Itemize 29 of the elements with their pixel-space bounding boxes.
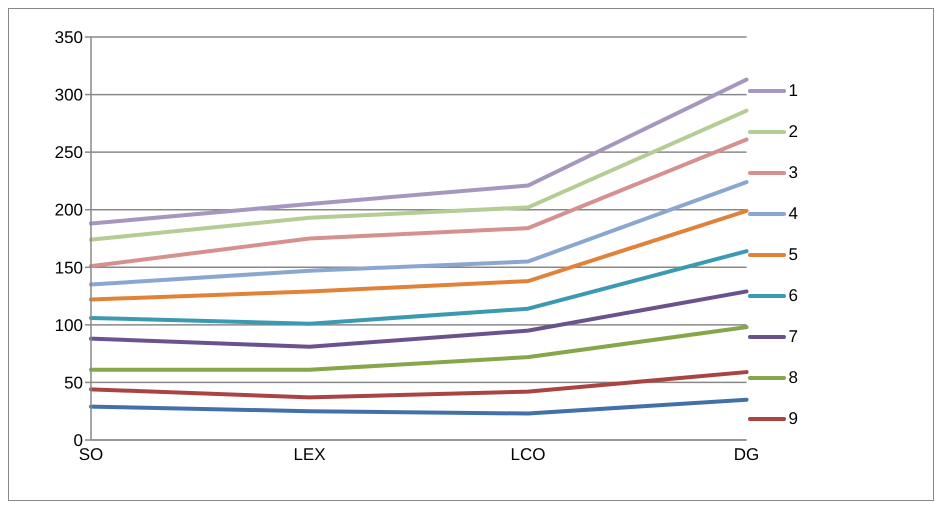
line-series: [89, 249, 749, 326]
legend-label: 9: [788, 408, 798, 428]
y-tick-label: 250: [54, 143, 83, 162]
line-series: [89, 180, 749, 287]
legend-label: 6: [788, 286, 798, 306]
x-tick-label: LCO: [510, 445, 546, 464]
y-tick-label: 50: [64, 373, 83, 392]
y-tick-label: 200: [54, 200, 83, 220]
line-series: [89, 208, 749, 302]
x-tick-label: DG: [734, 445, 760, 464]
line-series: [89, 289, 749, 349]
legend-label: 3: [788, 162, 798, 182]
legend-label: 4: [788, 204, 798, 224]
x-tick-label: SO: [78, 445, 104, 464]
legend-label: 1: [788, 80, 798, 100]
line-series: [89, 137, 749, 268]
legend-label: 8: [788, 368, 798, 388]
line-series: [89, 108, 749, 242]
line-series: [89, 370, 749, 400]
legend-label: 7: [788, 326, 798, 346]
y-tick-label: 100: [54, 316, 83, 335]
line-series: [89, 398, 749, 416]
y-tick-label: 150: [54, 258, 83, 278]
line-series: [89, 78, 749, 226]
legend-label: 5: [788, 244, 798, 264]
y-tick-label: 350: [54, 28, 83, 48]
y-tick-label: 300: [54, 86, 83, 105]
x-tick-label: LEX: [293, 445, 326, 464]
legend-label: 2: [788, 122, 798, 142]
